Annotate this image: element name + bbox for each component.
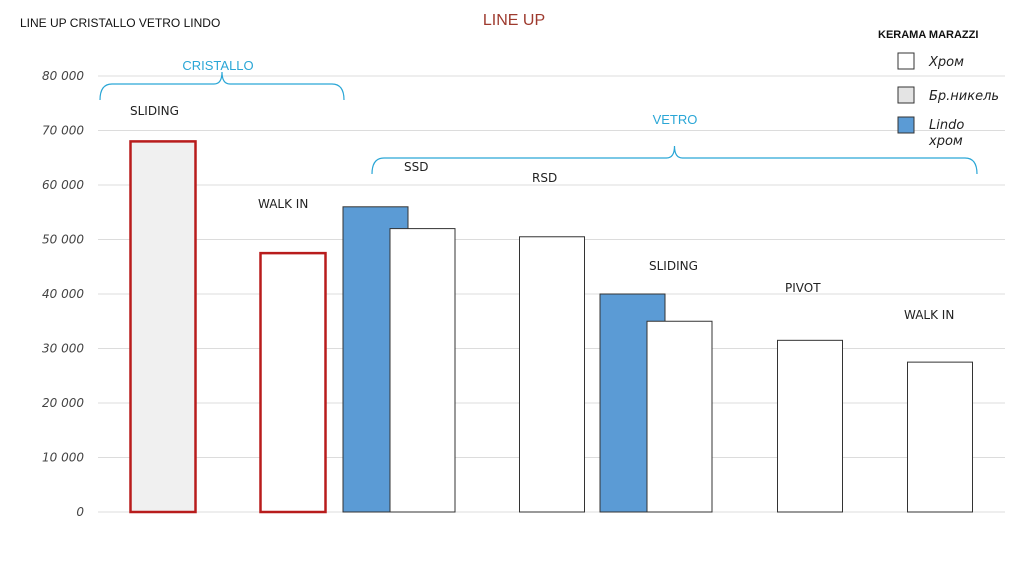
group-label: RSD [532,171,557,185]
legend-label: Lindo [929,118,964,133]
group-label: SLIDING [130,104,179,118]
bars [129,140,973,514]
y-tick-label: 40 000 [42,287,84,301]
bracket [371,145,978,175]
y-tick-label: 50 000 [42,233,84,247]
group-labels: SLIDING WALK IN SSD RSD SLIDING PIVOT WALK IN [130,104,954,322]
group-label: SLIDING [649,259,698,273]
bracket-label: VETRO [653,112,698,127]
legend-label: Бр.никель [929,89,999,104]
y-tick-label: 0 [76,505,84,519]
y-tick-label: 60 000 [42,178,84,192]
legend-label: Хром [928,55,964,70]
group-brackets: CRISTALLO VETRO [99,58,978,175]
group-label: WALK IN [904,308,954,322]
bar [646,320,713,513]
bar [389,228,456,513]
legend-label-line2: хром [928,134,963,149]
y-tick-label: 20 000 [42,396,84,410]
group-label: SSD [404,160,428,174]
y-tick-label: 70 000 [42,124,84,138]
group-label: PIVOT [785,281,821,295]
bar [907,361,973,513]
bar [129,140,197,514]
corner-title: LINE UP CRISTALLO VETRO LINDO [20,16,220,30]
bracket-label: CRISTALLO [182,58,253,73]
bar [519,236,585,513]
bar [259,251,327,514]
chart-title: LINE UP [483,12,545,29]
y-tick-label: 30 000 [42,342,84,356]
group-label: WALK IN [258,197,308,211]
bracket [99,71,345,101]
legend-swatch [897,116,915,134]
y-axis-tick-labels: 0 10 000 20 000 30 000 40 000 50 000 60 000 70 … [42,69,84,519]
y-tick-label: 80 000 [42,69,84,83]
legend-swatch [897,86,915,104]
bar [777,339,843,513]
legend-swatch [897,52,915,70]
legend-title: KERAMA MARAZZI [878,29,978,41]
y-tick-label: 10 000 [42,451,84,465]
